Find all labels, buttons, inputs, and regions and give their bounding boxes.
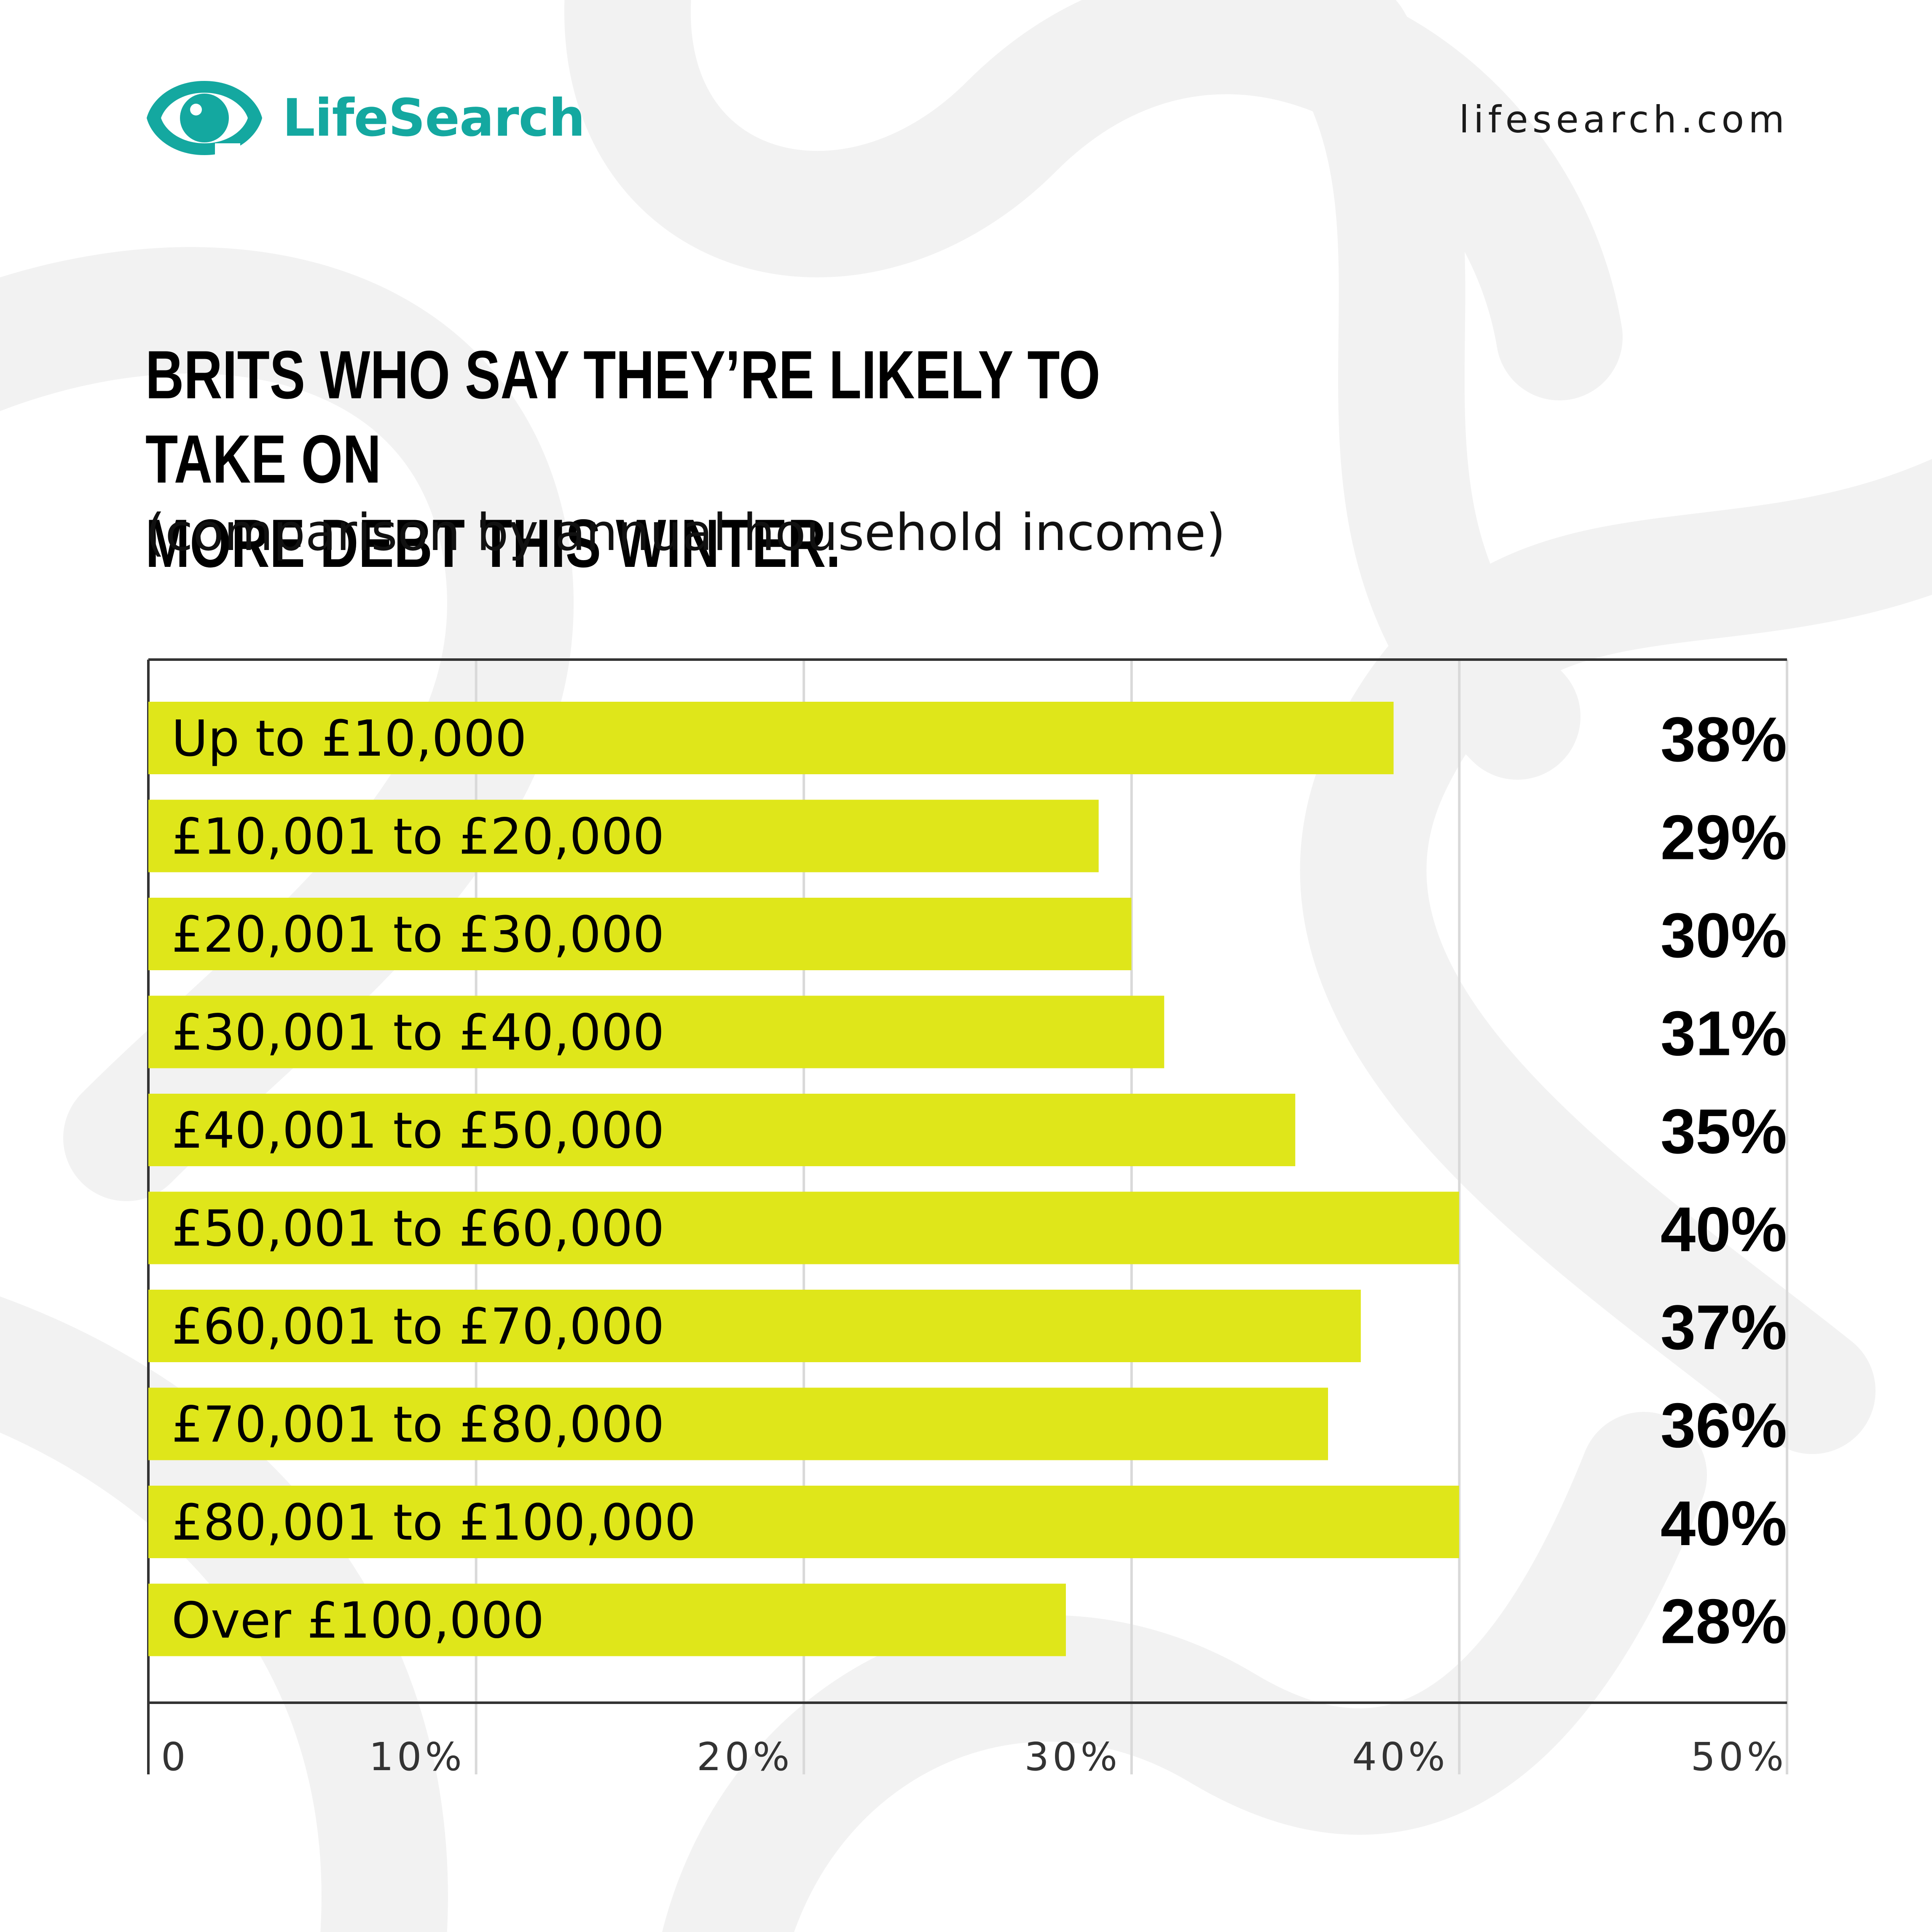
bar-category-label: £80,001 to £100,000 [172,1493,696,1551]
x-tick-label: 0 [161,1734,189,1779]
bar [148,1290,1361,1362]
bar [148,996,1165,1068]
bar-value-label: 37% [1661,1292,1787,1363]
chart-title-line-2: MORE DEBT THIS WINTER. [145,505,841,582]
bar [148,800,1099,872]
bar-category-label: £60,001 to £70,000 [172,1297,664,1355]
chart-title: BRITS WHO SAY THEY’RE LIKELY TO TAKE ON … [145,333,1132,586]
bar-category-label: Over £100,000 [172,1591,544,1650]
bar [148,702,1394,774]
bar-category-label: £30,001 to £40,000 [172,1004,664,1062]
bar [148,1583,1066,1656]
bar-category-label: £20,001 to £30,000 [172,905,664,963]
bar-value-label: 38% [1661,704,1787,775]
bar-category-label: Up to £10,000 [172,709,527,767]
bar-value-label: 40% [1661,1194,1787,1265]
x-tick-label: 50% [1691,1734,1787,1779]
brand-logo[interactable]: LifeSearch [143,76,585,160]
bar [148,1486,1459,1558]
x-tick-label: 20% [697,1734,793,1779]
bar-category-label: £40,001 to £50,000 [172,1101,664,1159]
chart-subtitle: (comparison by annual household income) [145,504,1226,562]
site-url[interactable]: lifesearch.com [1459,98,1789,141]
x-tick-label: 10% [369,1734,465,1779]
bar-category-label: £50,001 to £60,000 [172,1199,664,1258]
bar [148,898,1132,970]
bar-category-label: £70,001 to £80,000 [172,1395,664,1454]
eye-logo-icon [147,81,262,160]
x-tick-label: 30% [1025,1734,1121,1779]
bar-value-label: 40% [1661,1488,1787,1559]
bar-value-label: 36% [1661,1390,1787,1461]
bar [148,1094,1296,1166]
bar-value-label: 35% [1661,1096,1787,1167]
bar-category-label: £10,001 to £20,000 [172,808,664,866]
bar [148,1191,1459,1264]
x-tick-label: 40% [1352,1734,1448,1779]
bar-value-label: 31% [1661,998,1787,1069]
bar-value-label: 29% [1661,802,1787,873]
bar-value-label: 28% [1661,1586,1787,1657]
brand-name: LifeSearch [282,88,585,148]
bar-value-label: 30% [1661,900,1787,971]
bar [148,1387,1328,1460]
chart-title-line-1: BRITS WHO SAY THEY’RE LIKELY TO TAKE ON [145,337,1100,497]
